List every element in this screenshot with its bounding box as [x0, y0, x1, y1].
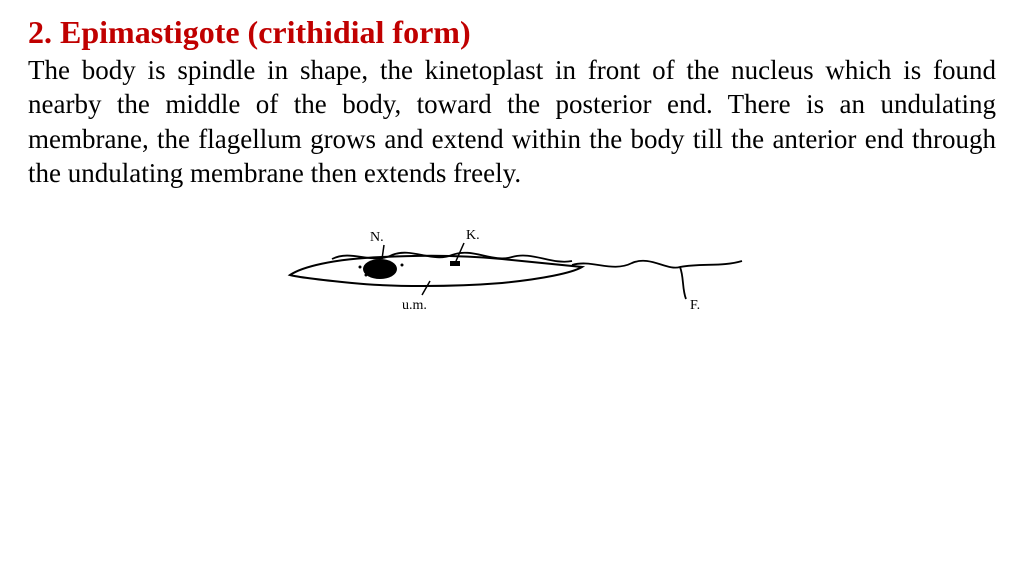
- section-body-text: The body is spindle in shape, the kineto…: [28, 53, 996, 191]
- label-flagellum: F.: [690, 298, 700, 313]
- section-heading: 2. Epimastigote (crithidial form): [28, 14, 996, 51]
- label-nucleus: N.: [370, 230, 384, 245]
- body-outline: [290, 256, 582, 286]
- label-kinetoplast: K.: [466, 228, 480, 243]
- epimastigote-diagram: N. K. u.m. F.: [272, 217, 752, 327]
- label-undulating-membrane: u.m.: [402, 298, 427, 313]
- figure-container: N. K. u.m. F.: [28, 217, 996, 327]
- undulating-membrane: [332, 253, 572, 262]
- kinetoplast: [450, 261, 460, 266]
- nucleus: [363, 259, 397, 279]
- flagellum: [572, 261, 742, 299]
